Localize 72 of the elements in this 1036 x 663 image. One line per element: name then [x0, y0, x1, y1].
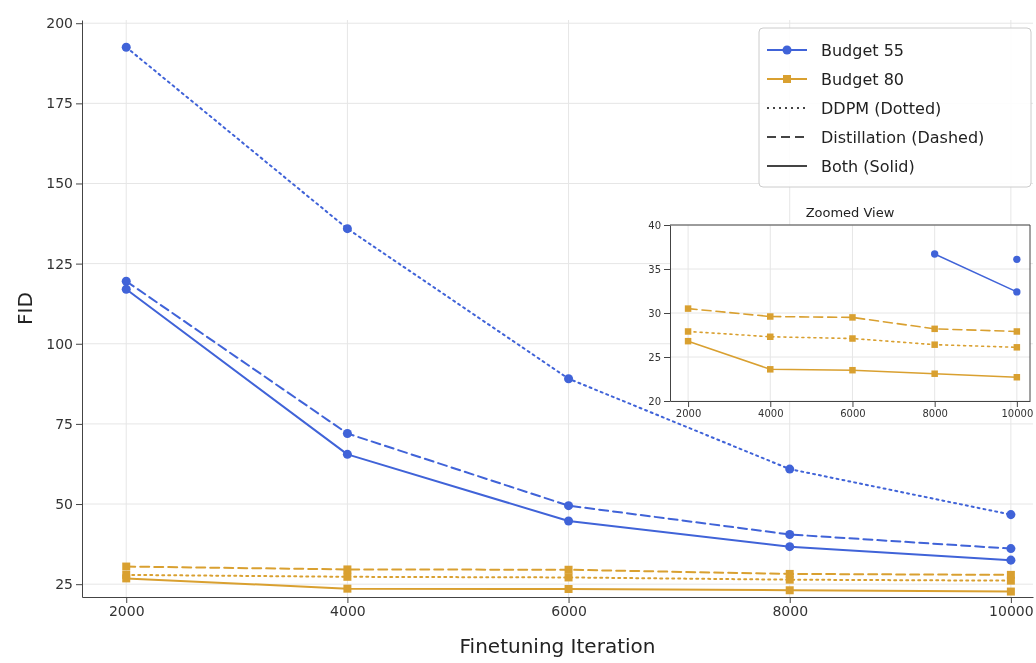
x-tick-label: 8000 [772, 602, 809, 619]
annotation: Both (Solid) [821, 157, 915, 176]
x-tick-label: 6000 [840, 408, 866, 420]
legend-label: Budget 80 [821, 70, 904, 89]
point [343, 565, 352, 574]
x-tick-label: 10000 [989, 602, 1034, 619]
point [343, 584, 352, 593]
point [1006, 510, 1016, 520]
point [564, 565, 573, 574]
annotation: Distillation (Dashed) [821, 128, 985, 147]
point [767, 366, 774, 373]
point [1006, 555, 1016, 565]
point [849, 335, 856, 342]
point [684, 305, 692, 312]
chart-title: Zoomed View [805, 205, 895, 220]
point [1013, 288, 1021, 296]
point [849, 366, 856, 374]
point [684, 328, 692, 335]
point [1013, 344, 1021, 351]
x-tick-label: 10000 [1001, 408, 1034, 420]
point [931, 325, 938, 333]
y-tick-label: 25 [55, 576, 73, 593]
point [1013, 328, 1021, 335]
x-axis-title: Finetuning Iteration [459, 634, 656, 658]
point [1006, 570, 1015, 579]
point [342, 449, 352, 459]
x-tick-label: 4000 [758, 408, 784, 420]
y-tick-label: 50 [55, 496, 73, 513]
point [1006, 587, 1015, 596]
point [564, 516, 574, 526]
y-tick-label: 125 [46, 255, 73, 272]
y-tick-label: 35 [648, 263, 661, 275]
x-tick-label: 6000 [551, 602, 587, 619]
point [1006, 544, 1016, 554]
point [342, 429, 352, 439]
point [785, 529, 795, 539]
point [767, 313, 774, 320]
x-tick-label: 2000 [675, 408, 702, 420]
point [931, 370, 938, 377]
x-tick-label: 4000 [330, 602, 366, 619]
point [564, 584, 573, 593]
point [564, 374, 574, 384]
point [930, 250, 939, 258]
y-tick-label: 200 [46, 15, 73, 32]
point [122, 574, 131, 583]
y-tick-label: 150 [46, 175, 73, 192]
point [564, 501, 574, 511]
point [767, 333, 774, 341]
point [121, 284, 131, 294]
y-tick-label: 25 [648, 351, 661, 363]
y-tick-label: 40 [648, 219, 661, 231]
annotation: DDPM (Dotted) [821, 99, 942, 118]
y-tick-label: 30 [648, 307, 661, 319]
y-tick-label: 75 [55, 415, 73, 432]
y-tick-label: 100 [46, 335, 73, 352]
point [785, 542, 795, 552]
point [343, 572, 352, 581]
y-tick-label: 20 [648, 395, 661, 407]
point [785, 569, 794, 578]
legend-label: Budget 55 [821, 41, 904, 60]
point [785, 464, 795, 474]
y-tick-label: 175 [46, 95, 73, 112]
x-tick-label: 2000 [108, 602, 145, 619]
point [342, 224, 352, 234]
point [785, 586, 794, 595]
y-axis-title: FID [13, 292, 37, 325]
point [121, 276, 131, 286]
point [931, 341, 938, 348]
x-tick-label: 8000 [922, 408, 948, 420]
point [849, 314, 856, 321]
point [121, 42, 131, 52]
point [122, 562, 131, 571]
